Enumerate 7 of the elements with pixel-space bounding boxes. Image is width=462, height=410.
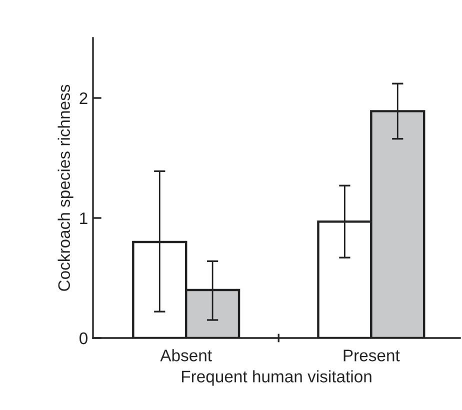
x-tick-label: Present: [344, 350, 400, 362]
x-tick-label: Absent: [160, 349, 212, 362]
y-axis-title: Cockroach species richness: [58, 84, 74, 291]
y-tick-label: 1: [80, 212, 88, 224]
y-tick-label: 0: [80, 332, 88, 344]
x-axis-title: Frequent human visitation: [182, 370, 372, 386]
y-tick-label: 2: [80, 92, 88, 104]
